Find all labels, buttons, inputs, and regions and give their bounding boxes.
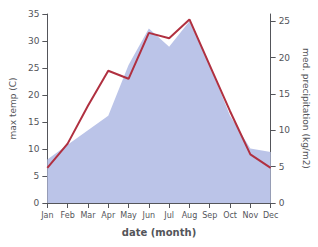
svg-text:Jun: Jun: [142, 211, 156, 220]
svg-text:15: 15: [279, 89, 290, 99]
svg-text:30: 30: [28, 36, 40, 46]
svg-text:max temp (C): max temp (C): [8, 77, 18, 139]
svg-text:10: 10: [279, 125, 291, 135]
svg-text:Dec: Dec: [263, 211, 278, 220]
svg-text:10: 10: [28, 144, 40, 154]
svg-text:25: 25: [28, 63, 39, 73]
svg-text:20: 20: [28, 90, 40, 100]
svg-text:0: 0: [34, 198, 40, 208]
svg-text:Jan: Jan: [40, 211, 53, 220]
svg-text:5: 5: [279, 162, 285, 172]
svg-text:Nov: Nov: [243, 211, 259, 220]
svg-text:25: 25: [279, 16, 290, 26]
svg-text:Feb: Feb: [61, 211, 75, 220]
svg-text:0: 0: [279, 198, 285, 208]
svg-text:15: 15: [28, 117, 39, 127]
svg-text:Oct: Oct: [223, 211, 237, 220]
svg-text:Mar: Mar: [80, 211, 96, 220]
svg-text:Aug: Aug: [182, 211, 198, 220]
svg-text:Apr: Apr: [101, 211, 116, 220]
svg-text:20: 20: [279, 53, 291, 63]
svg-text:date (month): date (month): [122, 227, 196, 238]
svg-text:Jul: Jul: [163, 211, 174, 220]
svg-text:35: 35: [28, 9, 39, 19]
svg-text:med. precipitation (kg/m2): med. precipitation (kg/m2): [301, 48, 311, 169]
svg-text:5: 5: [34, 171, 40, 181]
svg-text:May: May: [120, 211, 137, 220]
svg-text:Sep: Sep: [202, 211, 217, 220]
